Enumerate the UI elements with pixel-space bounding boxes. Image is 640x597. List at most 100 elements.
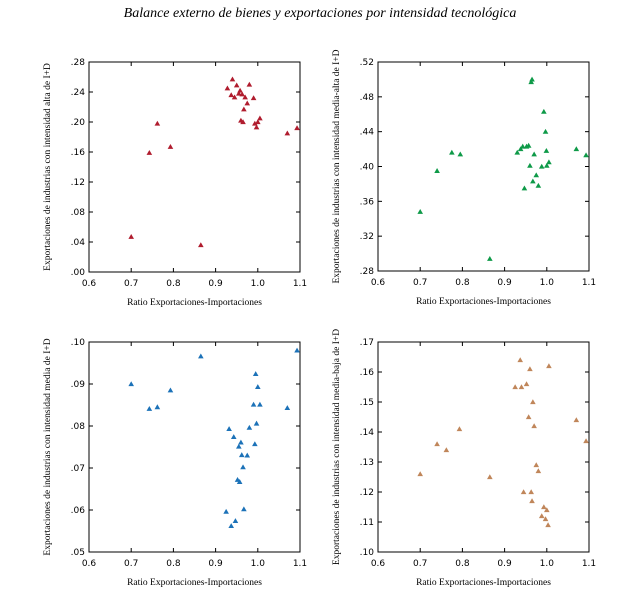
x-tick-label: 0.8 <box>455 559 470 569</box>
data-point <box>546 363 552 369</box>
data-point <box>253 124 260 130</box>
data-point <box>244 452 251 458</box>
data-point <box>252 120 258 126</box>
data-point <box>237 87 243 93</box>
x-axis-label: Ratio Exportaciones-Importaciones <box>416 297 551 307</box>
plot-frame <box>88 61 301 273</box>
data-point <box>527 366 533 372</box>
data-point <box>167 143 174 149</box>
y-tick-label: .09 <box>71 380 86 390</box>
data-point <box>238 452 245 458</box>
x-tick-label: 0.7 <box>124 559 138 569</box>
data-point <box>518 384 525 390</box>
data-point <box>246 81 253 87</box>
data-point <box>487 474 493 480</box>
data-point <box>284 130 291 136</box>
data-point <box>246 424 253 430</box>
data-point <box>231 94 238 100</box>
data-point <box>541 108 547 114</box>
data-point <box>228 92 235 98</box>
data-point <box>521 185 528 191</box>
scatter-panel-3: 0.6 0.7 0.8 0.9 1.0 1.1 .05 .06 .07 .08 .09 .10 Rati… <box>43 338 307 588</box>
scatter-panel-2: 0.6 0.7 0.8 0.9 1.0 1.1 .28 .32 .36 .40 .44 .48 .52 R… <box>332 49 596 307</box>
y-tick-label: .28 <box>360 267 375 277</box>
data-point <box>257 115 263 121</box>
y-tick-label: .11 <box>360 518 374 528</box>
x-tick-label: 0.6 <box>82 279 97 289</box>
y-axis-label: Exportaciones de industrias con intensid… <box>43 63 53 271</box>
data-point <box>240 464 246 470</box>
data-point <box>525 142 532 148</box>
data-point <box>529 76 535 82</box>
data-point <box>198 242 204 248</box>
y-tick-label: .36 <box>360 197 375 207</box>
y-axis-label: Exportaciones de industrias con intensid… <box>43 338 53 555</box>
data-point <box>457 151 464 157</box>
y-axis-label: Exportaciones de industrias con intensid… <box>332 49 342 283</box>
data-point <box>238 439 244 445</box>
y-tick-label: .40 <box>360 163 375 173</box>
y-tick-label: .24 <box>71 88 86 98</box>
data-point <box>257 401 263 407</box>
data-point <box>252 441 258 447</box>
data-point <box>250 401 257 407</box>
y-tick-label: .05 <box>71 548 85 558</box>
data-point <box>224 85 231 91</box>
data-point <box>241 106 247 112</box>
x-tick-label: 1.1 <box>293 559 307 569</box>
x-tick-label: 0.6 <box>371 278 386 288</box>
data-point <box>525 414 532 420</box>
data-point <box>520 489 527 495</box>
y-tick-label: .08 <box>71 208 86 218</box>
data-point <box>545 522 551 528</box>
data-point <box>449 149 455 155</box>
data-point <box>294 347 300 353</box>
data-point <box>255 119 261 125</box>
y-tick-label: .32 <box>360 232 374 242</box>
x-tick-label: 1.1 <box>582 559 596 569</box>
y-tick-label: .00 <box>71 268 86 278</box>
data-point <box>239 91 245 97</box>
y-tick-label: .20 <box>71 118 86 128</box>
data-point <box>523 381 530 387</box>
x-tick-label: 0.6 <box>82 559 97 569</box>
x-tick-label: 0.8 <box>166 279 181 289</box>
x-axis-label: Ratio Exportaciones-Importaciones <box>127 298 262 308</box>
data-point <box>236 443 242 449</box>
y-tick-label: .17 <box>360 338 374 348</box>
data-point <box>241 506 247 512</box>
data-point <box>533 462 540 468</box>
y-tick-label: .16 <box>360 368 375 378</box>
y-tick-label: .04 <box>71 238 86 248</box>
data-point <box>530 178 536 184</box>
data-point <box>535 468 542 474</box>
data-point <box>538 513 545 519</box>
plot-frame <box>88 341 301 553</box>
y-tick-label: .10 <box>71 338 86 348</box>
x-tick-label: 0.8 <box>166 559 181 569</box>
x-tick-label: 1.0 <box>251 279 266 289</box>
data-point <box>128 381 134 387</box>
data-point <box>236 479 243 484</box>
x-tick-label: 0.7 <box>124 279 138 289</box>
data-point <box>232 518 239 524</box>
y-axis-label: Exportaciones de industrias con intensid… <box>332 329 342 565</box>
x-tick-label: 1.1 <box>293 279 307 289</box>
data-point <box>128 233 134 239</box>
data-point <box>528 79 534 85</box>
scatter-panel-4: 0.6 0.7 0.8 0.9 1.0 1.1 .10 .11 .12 .13 .14 .15 .16.… <box>332 329 596 588</box>
x-tick-label: 0.6 <box>371 559 386 569</box>
data-point <box>252 371 259 377</box>
data-point <box>542 516 549 522</box>
data-point <box>146 405 153 411</box>
data-point <box>226 426 232 432</box>
data-point <box>529 498 535 504</box>
data-point <box>538 163 545 169</box>
data-point <box>255 384 261 390</box>
plot-frame <box>377 61 590 272</box>
data-point <box>528 489 534 495</box>
x-tick-label: 1.0 <box>540 559 555 569</box>
y-tick-label: .52 <box>360 58 374 68</box>
x-axis-label: Ratio Exportaciones-Importaciones <box>416 578 551 588</box>
figure-title: Balance externo de bienes y exportacione… <box>123 6 517 21</box>
